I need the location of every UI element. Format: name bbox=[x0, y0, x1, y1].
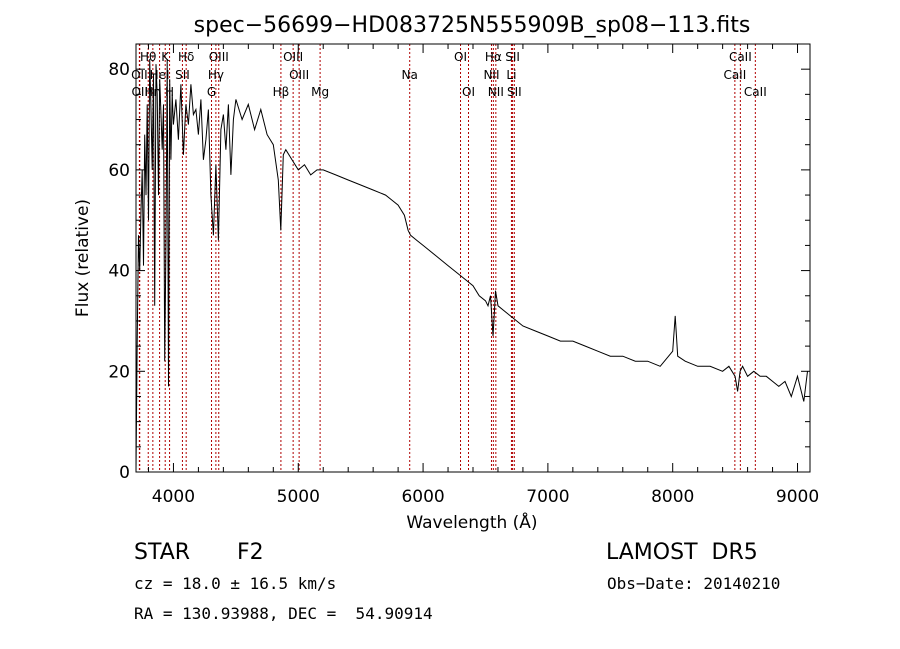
coordinates: RA = 130.93988, DEC = 54.90914 bbox=[134, 604, 433, 623]
x-axis-ticks: 4000 5000 6000 7000 8000 9000 bbox=[147, 44, 819, 507]
x-axis-label: Wavelength (Å) bbox=[406, 511, 537, 533]
x-tick-label: 9000 bbox=[776, 487, 819, 507]
line-label: SII bbox=[505, 50, 520, 64]
line-label: Mg bbox=[311, 85, 329, 99]
line-label: CaII bbox=[729, 50, 752, 64]
line-label: Hθ bbox=[140, 50, 156, 64]
line-label: OI bbox=[462, 85, 475, 99]
line-label: SII bbox=[507, 85, 522, 99]
x-tick-label: 6000 bbox=[401, 487, 444, 507]
y-axis-label: Flux (relative) bbox=[73, 199, 93, 317]
plot-frame bbox=[135, 43, 811, 473]
subclass: F2 bbox=[237, 540, 264, 565]
line-label: NII bbox=[483, 68, 499, 82]
line-label: OIII bbox=[283, 50, 303, 64]
line-label: G bbox=[207, 85, 216, 99]
line-label: SII bbox=[175, 68, 190, 82]
x-tick-label: 4000 bbox=[152, 487, 195, 507]
y-tick-label: 60 bbox=[108, 161, 130, 181]
obs-date: Obs−Date: 20140210 bbox=[607, 574, 781, 593]
line-label: NII bbox=[488, 85, 504, 99]
x-tick-label: 5000 bbox=[277, 487, 320, 507]
spectrum-line bbox=[135, 59, 808, 473]
line-label: Na bbox=[402, 68, 418, 82]
y-tick-label: 0 bbox=[119, 463, 130, 483]
line-label: CaII bbox=[744, 85, 767, 99]
x-tick-label: 8000 bbox=[651, 487, 694, 507]
y-tick-label: 80 bbox=[108, 60, 130, 80]
line-label: OI bbox=[454, 50, 467, 64]
line-label: Hγ bbox=[208, 68, 224, 82]
x-tick-label: 7000 bbox=[526, 487, 569, 507]
line-label: Li bbox=[506, 68, 516, 82]
line-label: OII bbox=[131, 68, 148, 82]
y-axis-ticks: 0 20 40 60 80 bbox=[108, 60, 810, 483]
line-label: OIII bbox=[209, 50, 229, 64]
line-label: HeI bbox=[150, 68, 170, 82]
cz-value: cz = 18.0 ± 16.5 km/s bbox=[134, 574, 337, 593]
line-label: K bbox=[161, 50, 170, 64]
survey-name: LAMOST DR5 bbox=[606, 540, 758, 565]
y-tick-label: 20 bbox=[108, 362, 130, 382]
chart-title: spec−56699−HD083725N555909B_sp08−113.fit… bbox=[194, 13, 751, 38]
object-class: STAR bbox=[134, 540, 191, 565]
line-label: Hα bbox=[485, 50, 502, 64]
line-label: Hδ bbox=[178, 50, 194, 64]
spectral-line-markers bbox=[138, 44, 756, 472]
line-label: CaII bbox=[723, 68, 746, 82]
line-label: OIII bbox=[289, 68, 309, 82]
y-tick-label: 40 bbox=[108, 262, 130, 282]
line-label: Hβ bbox=[273, 85, 290, 99]
